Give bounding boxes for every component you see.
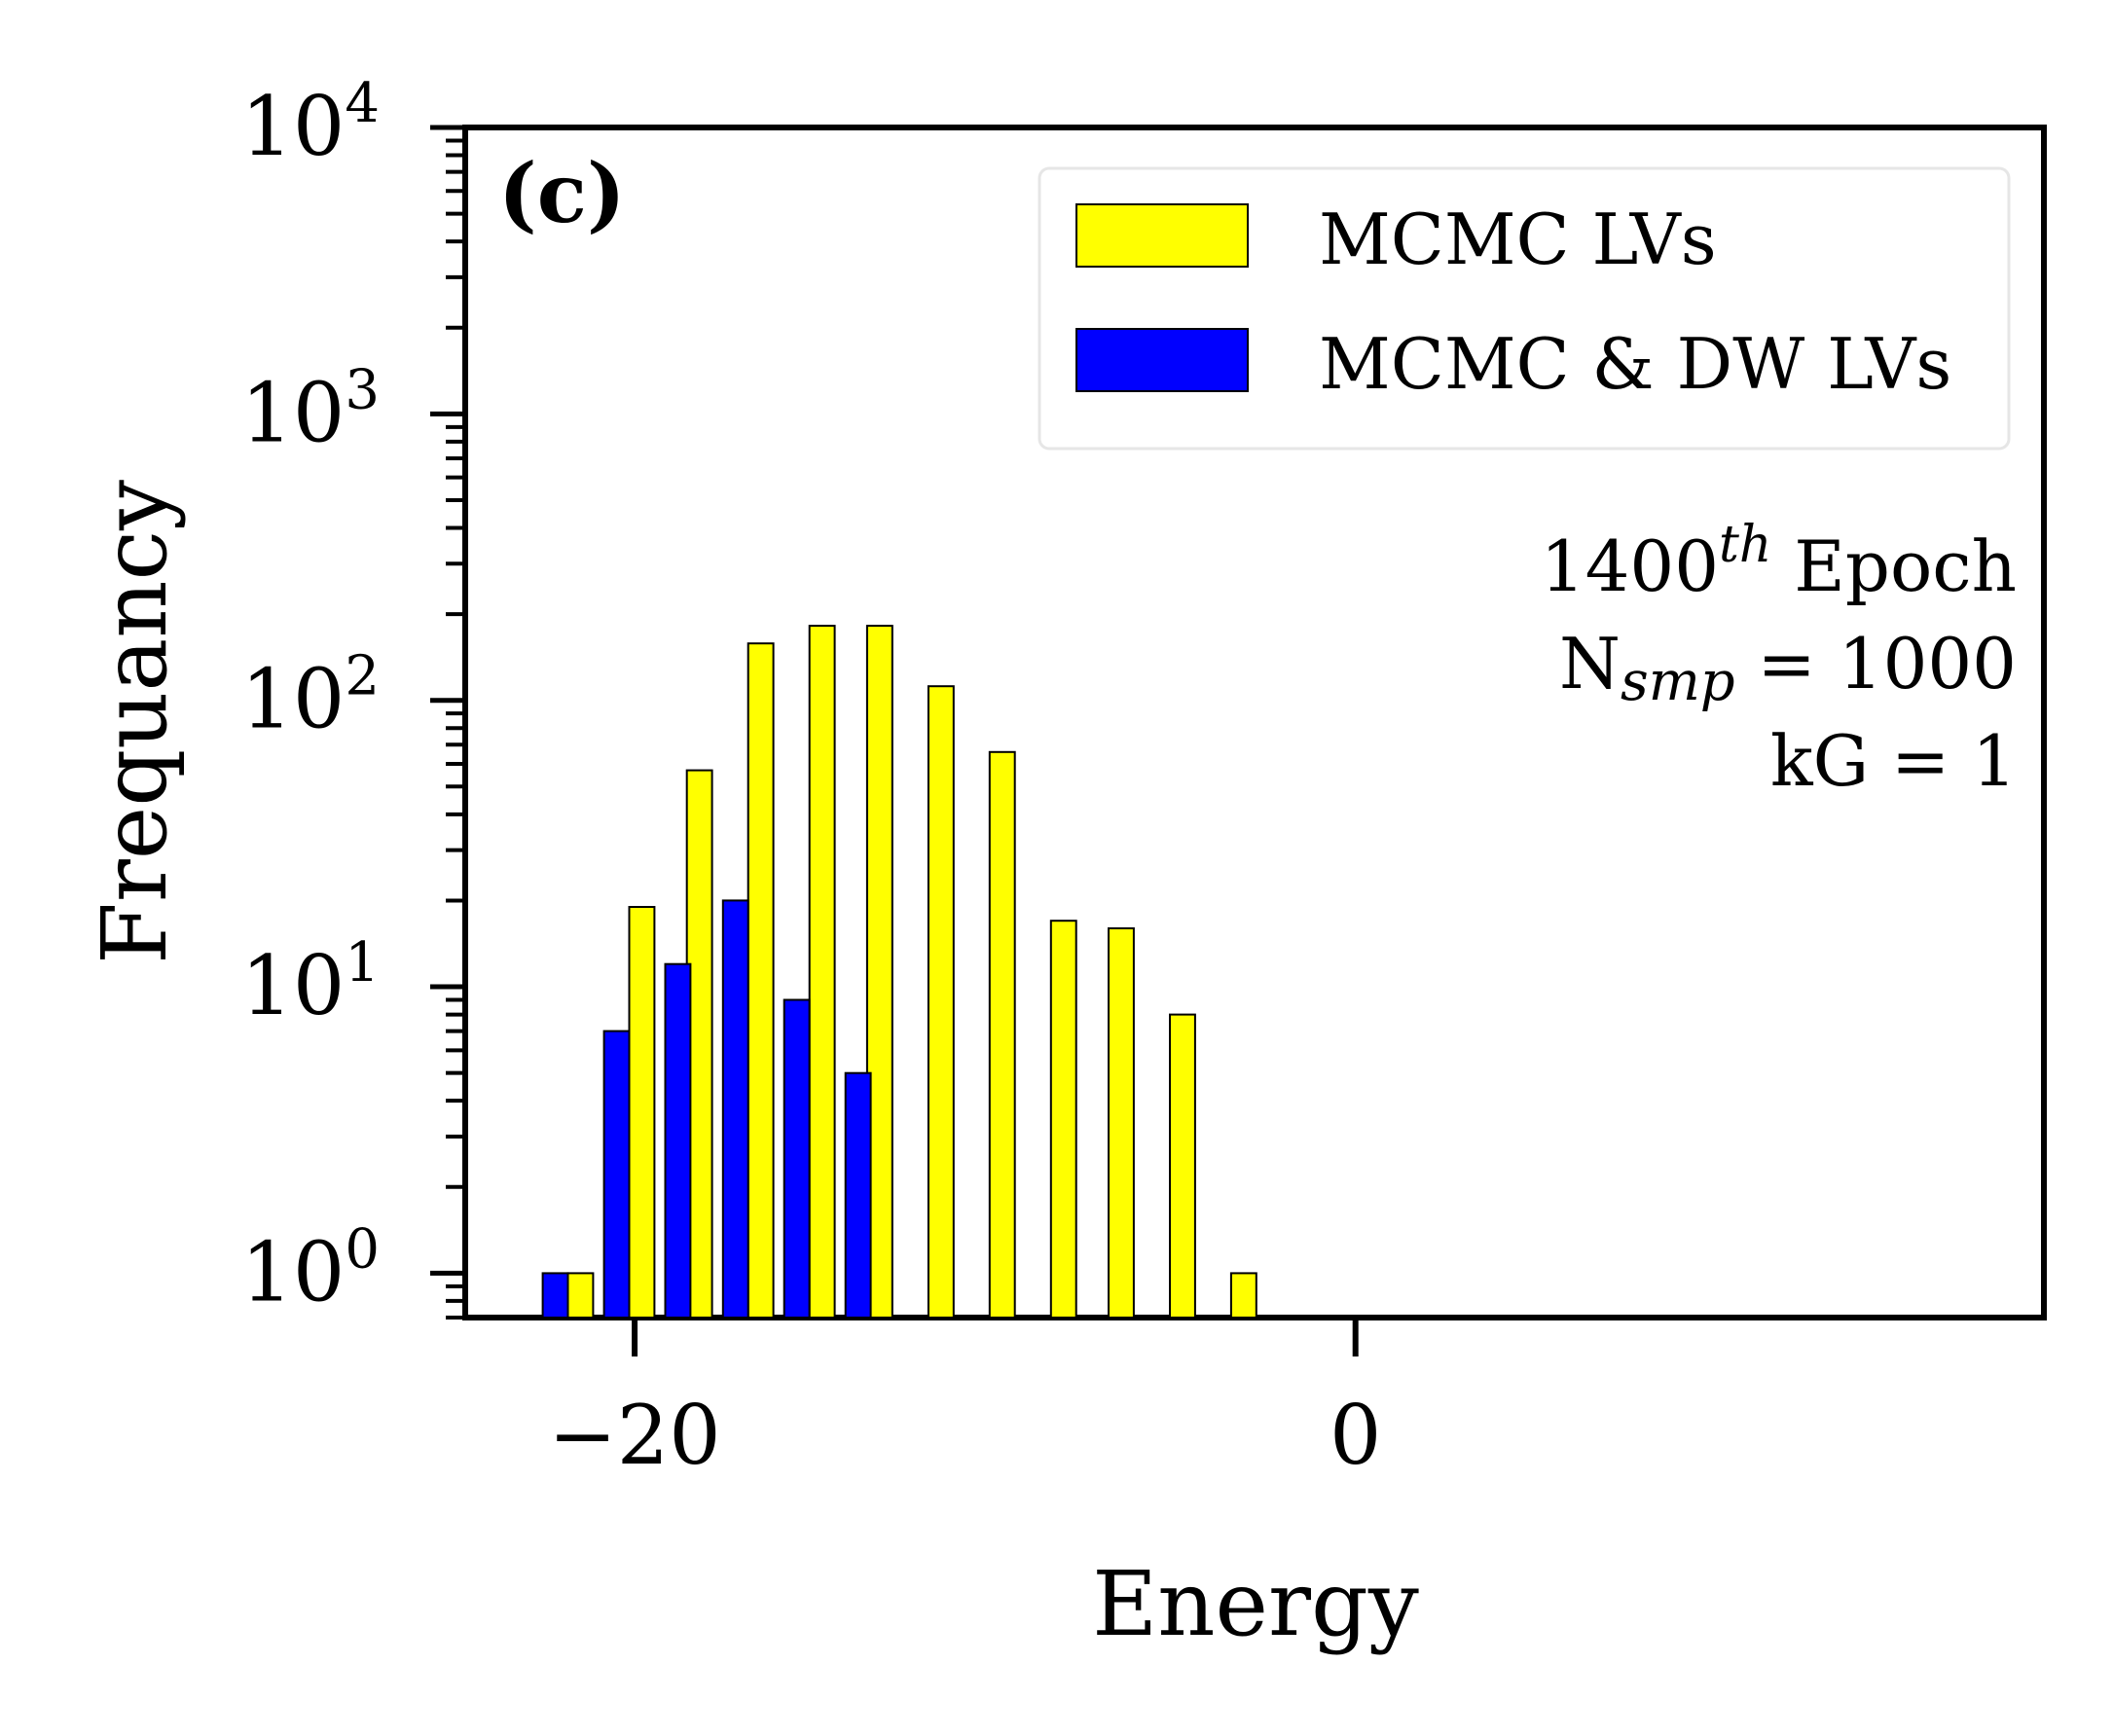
y-tick-label-exp: 3 xyxy=(345,358,380,421)
legend-box xyxy=(1038,166,2011,451)
bar xyxy=(1169,1013,1196,1319)
bar xyxy=(988,750,1016,1319)
y-tick-label-base: 10 xyxy=(240,79,345,174)
y-tick-label-base: 10 xyxy=(240,938,345,1033)
x-tick-label: −20 xyxy=(548,1388,720,1483)
y-tick-label: 100 xyxy=(240,1217,380,1320)
bar xyxy=(602,1030,631,1319)
y-tick-label-exp: 1 xyxy=(345,931,380,995)
bar xyxy=(1108,927,1135,1319)
bar xyxy=(808,625,836,1319)
x-axis-ticks: −20 0 xyxy=(548,1318,1381,1483)
bar xyxy=(783,998,811,1319)
y-tick-label-base: 10 xyxy=(240,652,345,747)
legend-swatch-mcmc-lvs xyxy=(1075,203,1249,268)
y-tick-label-base: 10 xyxy=(240,365,345,460)
bars-group xyxy=(541,625,1257,1320)
y-tick-label-exp: 4 xyxy=(345,72,380,135)
bar xyxy=(721,899,749,1320)
annotation-block: 1400th Epoch Nsmp = 1000 kG = 1 xyxy=(1541,516,2017,802)
annotation-epoch: 1400th Epoch xyxy=(1541,516,2017,607)
bar xyxy=(628,906,656,1319)
annotation-nsmp: Nsmp = 1000 xyxy=(1559,623,2017,713)
y-axis-label: Frequancy xyxy=(83,480,187,964)
bar xyxy=(1049,920,1077,1319)
annotation-nsmp-suffix: = 1000 xyxy=(1735,623,2017,705)
legend-label-mcmc-lvs: MCMC LVs xyxy=(1319,199,1717,280)
y-tick-label: 101 xyxy=(240,931,380,1033)
bar xyxy=(844,1071,872,1319)
x-axis-label: Energy xyxy=(1092,1552,1419,1656)
y-tick-label: 104 xyxy=(240,72,380,174)
annotation-epoch-sup: th xyxy=(1719,516,1771,574)
bar xyxy=(566,1272,595,1320)
annotation-epoch-number: 1400 xyxy=(1541,525,1719,607)
legend: MCMC LVs MCMC & DW LVs xyxy=(1038,166,2011,451)
y-tick-label: 102 xyxy=(240,645,380,747)
annotation-nsmp-sub: smp xyxy=(1621,650,1735,713)
annotation-nsmp-prefix: N xyxy=(1559,623,1621,705)
annotation-epoch-suffix: Epoch xyxy=(1771,525,2017,607)
annotation-kg: kG = 1 xyxy=(1770,720,2017,802)
x-tick-label: 0 xyxy=(1330,1388,1381,1483)
y-tick-label-exp: 2 xyxy=(345,645,380,708)
y-tick-label: 103 xyxy=(240,358,380,460)
bar xyxy=(747,642,775,1319)
bar xyxy=(1229,1272,1257,1320)
bar xyxy=(664,962,692,1319)
legend-swatch-mcmc-dw-lvs xyxy=(1075,328,1249,392)
y-tick-label-base: 10 xyxy=(240,1224,345,1320)
y-tick-label-exp: 0 xyxy=(345,1217,380,1281)
bar xyxy=(541,1272,569,1320)
legend-label-mcmc-dw-lvs: MCMC & DW LVs xyxy=(1319,323,1951,405)
bar xyxy=(927,685,955,1319)
panel-label: (c) xyxy=(498,145,626,241)
